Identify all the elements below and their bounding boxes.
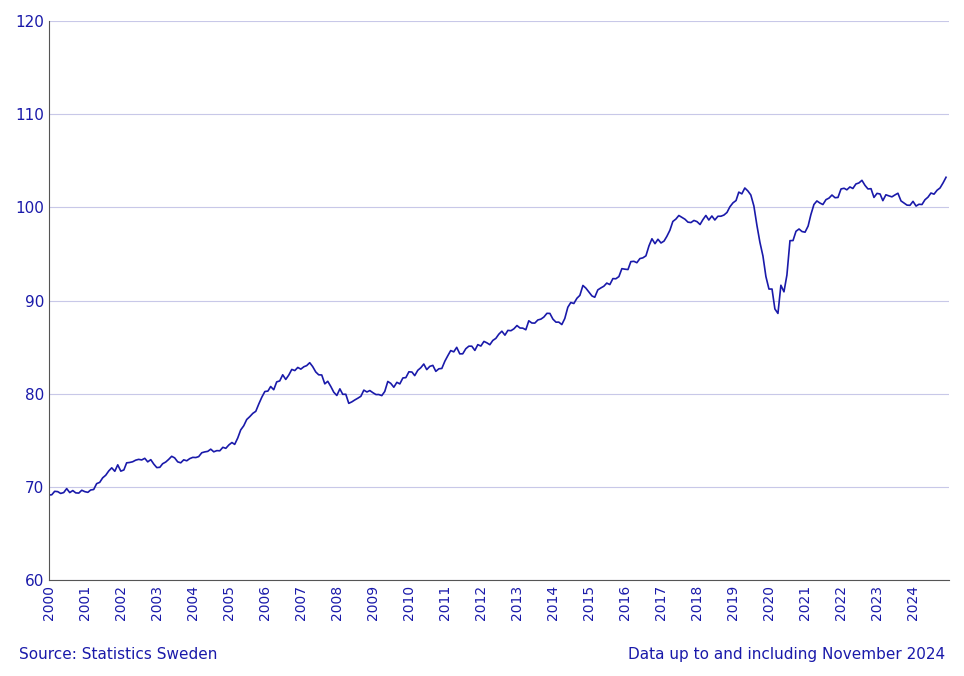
Text: Source: Statistics Sweden: Source: Statistics Sweden bbox=[19, 648, 218, 662]
Text: Data up to and including November 2024: Data up to and including November 2024 bbox=[628, 648, 945, 662]
